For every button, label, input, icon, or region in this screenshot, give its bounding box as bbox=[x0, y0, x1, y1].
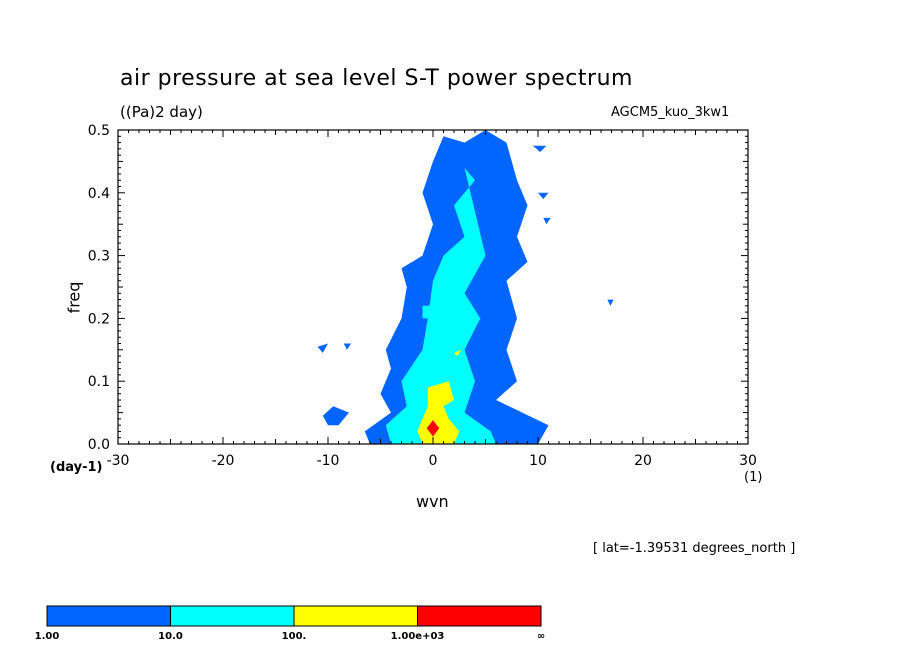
legend-swatch-1 bbox=[170, 605, 295, 627]
y-tick-label: 0.1 bbox=[88, 374, 110, 390]
x-axis-label: wvn bbox=[416, 492, 449, 511]
x-tick-label: 20 bbox=[634, 453, 652, 469]
y-tick-label: 0.3 bbox=[88, 249, 110, 265]
contour-region-level-0 bbox=[607, 299, 614, 306]
y-tick-label: 0.5 bbox=[88, 123, 110, 139]
chart-subtitle: ((Pa)2 day) bbox=[120, 103, 203, 121]
legend-label-3: 1.00e+03 bbox=[391, 631, 445, 642]
axes bbox=[117, 129, 749, 445]
contour-layer bbox=[317, 130, 614, 444]
contour-region-level-0 bbox=[538, 192, 549, 200]
model-label: AGCM5_kuo_3kw1 bbox=[611, 105, 730, 120]
contour-region-level-0 bbox=[543, 217, 551, 225]
y-tick-label: 0.0 bbox=[88, 437, 110, 453]
contour-region-level-0 bbox=[532, 145, 547, 152]
x-tick-label: 0 bbox=[429, 453, 438, 469]
contour-region-level-0 bbox=[322, 406, 349, 426]
y-tick-label: 0.4 bbox=[88, 186, 110, 202]
contour-region-level-0 bbox=[343, 343, 352, 350]
x-tick-label: 30 bbox=[739, 453, 757, 469]
legend-label-1: 10.0 bbox=[158, 631, 183, 642]
chart-title: air pressure at sea level S-T power spec… bbox=[120, 66, 633, 91]
legend-swatch-2 bbox=[293, 605, 418, 627]
contour-region-level-2 bbox=[454, 349, 462, 357]
y-axis-unit: (day-1) bbox=[50, 460, 103, 475]
legend-swatch-0 bbox=[46, 605, 171, 627]
color-legend: 1.00 10.0 100. 1.00e+03 ∞ bbox=[35, 605, 545, 642]
tick-labels: -30 -20 -10 0 10 20 30 0.0 0.1 0.2 0.3 0.4 0.5 bbox=[88, 123, 757, 469]
legend-swatch-3 bbox=[417, 605, 542, 627]
x-tick-label: -20 bbox=[212, 453, 235, 469]
latitude-annotation: [ lat=-1.39531 degrees_north ] bbox=[593, 541, 796, 556]
y-tick-label: 0.2 bbox=[88, 311, 110, 327]
x-tick-label: 10 bbox=[529, 453, 547, 469]
contour-region-level-1 bbox=[385, 167, 496, 444]
legend-label-0: 1.00 bbox=[35, 631, 60, 642]
legend-label-2: 100. bbox=[282, 631, 307, 642]
x-tick-label: -30 bbox=[107, 453, 130, 469]
contour-region-level-0 bbox=[317, 343, 328, 353]
x-tick-label: -10 bbox=[317, 453, 340, 469]
y-axis-label: freq bbox=[64, 281, 84, 314]
contour-region-level-1 bbox=[422, 305, 439, 319]
legend-label-4: ∞ bbox=[537, 631, 545, 642]
contour-region-level-3 bbox=[426, 420, 440, 437]
x-axis-unit: (1) bbox=[744, 470, 763, 485]
